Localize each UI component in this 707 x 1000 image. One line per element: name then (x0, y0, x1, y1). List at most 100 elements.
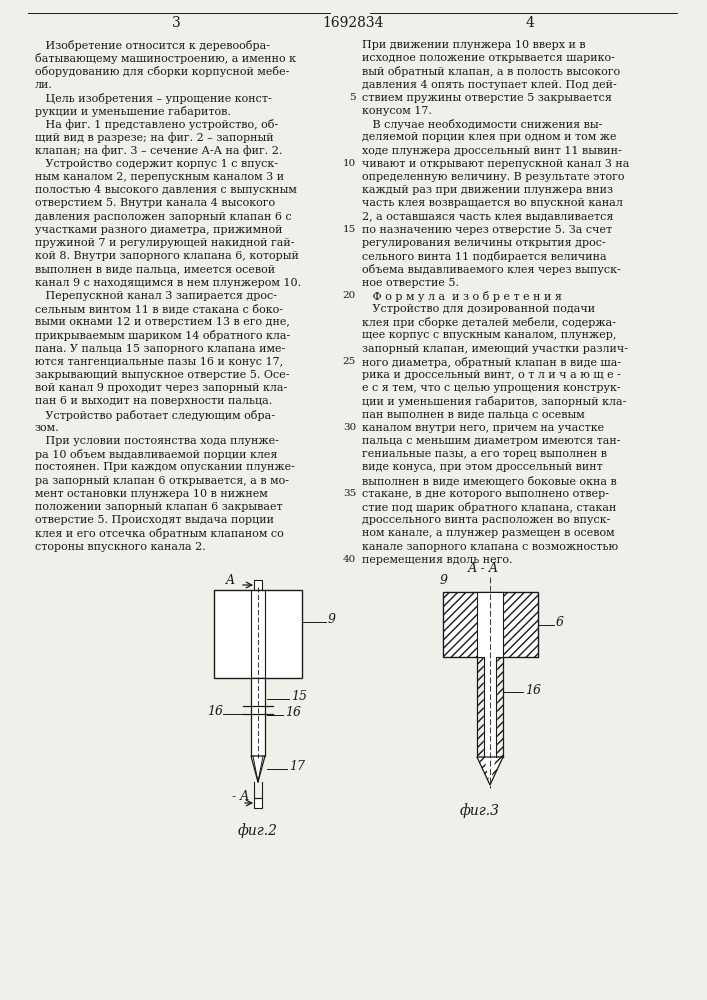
Bar (477, 657, 484, 757)
Text: деляемой порции клея при одном и том же: деляемой порции клея при одном и том же (362, 132, 617, 142)
Text: клея и его отсечка обратным клапаном со: клея и его отсечка обратным клапаном со (35, 528, 284, 539)
Text: прикрываемым шариком 14 обратного кла-: прикрываемым шариком 14 обратного кла- (35, 330, 291, 341)
Text: канал 9 с находящимся в нем плунжером 10.: канал 9 с находящимся в нем плунжером 10… (35, 278, 301, 288)
Text: ствием пружины отверстие 5 закрывается: ствием пружины отверстие 5 закрывается (362, 93, 612, 103)
Text: 9: 9 (328, 613, 336, 626)
Bar (254, 798, 262, 808)
Text: стие под шарик обратного клапана, стакан: стие под шарик обратного клапана, стакан (362, 502, 617, 513)
Text: 2, а оставшаяся часть клея выдавливается: 2, а оставшаяся часть клея выдавливается (362, 212, 614, 222)
Text: отверстие 5. Происходят выдача порции: отверстие 5. Происходят выдача порции (35, 515, 274, 525)
Text: ра 10 объем выдавливаемой порции клея: ра 10 объем выдавливаемой порции клея (35, 449, 277, 460)
Text: сельным винтом 11 в виде стакана с боко-: сельным винтом 11 в виде стакана с боко- (35, 304, 283, 315)
Text: Устройство для дозированной подачи: Устройство для дозированной подачи (362, 304, 595, 314)
Text: При движении плунжера 10 вверх и в: При движении плунжера 10 вверх и в (362, 40, 585, 50)
Text: фиг.3: фиг.3 (460, 803, 500, 818)
Text: пан 6 и выходит на поверхности пальца.: пан 6 и выходит на поверхности пальца. (35, 396, 272, 406)
Bar (254, 580, 262, 590)
Text: мент остановки плунжера 10 в нижнем: мент остановки плунжера 10 в нижнем (35, 489, 268, 499)
Polygon shape (477, 757, 503, 785)
Text: 16: 16 (207, 705, 223, 718)
Text: рукции и уменьшение габаритов.: рукции и уменьшение габаритов. (35, 106, 231, 117)
Text: ции и уменьшения габаритов, запорный кла-: ции и уменьшения габаритов, запорный кла… (362, 396, 626, 407)
Text: выполнен в виде пальца, имеется осевой: выполнен в виде пальца, имеется осевой (35, 264, 275, 274)
Text: рика и дроссельный винт, о т л и ч а ю щ е -: рика и дроссельный винт, о т л и ч а ю щ… (362, 370, 621, 380)
Text: канале запорного клапана с возможностью: канале запорного клапана с возможностью (362, 542, 618, 552)
Text: сельного винта 11 подбирается величина: сельного винта 11 подбирается величина (362, 251, 607, 262)
Text: выми окнами 12 и отверстием 13 в его дне,: выми окнами 12 и отверстием 13 в его дне… (35, 317, 290, 327)
Text: В случае необходимости снижения вы-: В случае необходимости снижения вы- (362, 119, 602, 130)
Text: по назначению через отверстие 5. За счет: по назначению через отверстие 5. За счет (362, 225, 612, 235)
Text: ются тангенциальные пазы 16 и конус 17,: ются тангенциальные пазы 16 и конус 17, (35, 357, 283, 367)
Text: гениальные пазы, а его торец выполнен в: гениальные пазы, а его торец выполнен в (362, 449, 607, 459)
Text: перемещения вдоль него.: перемещения вдоль него. (362, 555, 513, 565)
Text: клея при сборке деталей мебели, содержа-: клея при сборке деталей мебели, содержа- (362, 317, 616, 328)
Text: зом.: зом. (35, 423, 59, 433)
Text: пан выполнен в виде пальца с осевым: пан выполнен в виде пальца с осевым (362, 410, 585, 420)
Text: 40: 40 (343, 555, 356, 564)
Text: 16: 16 (285, 706, 301, 719)
Text: давления 4 опять поступает клей. Под дей-: давления 4 опять поступает клей. Под дей… (362, 80, 617, 90)
Text: 17: 17 (289, 760, 305, 773)
Text: определенную величину. В результате этого: определенную величину. В результате этог… (362, 172, 624, 182)
Bar (477, 592, 503, 657)
Text: Ф о р м у л а  и з о б р е т е н и я: Ф о р м у л а и з о б р е т е н и я (362, 291, 562, 302)
Text: чивают и открывают перепускной канал 3 на: чивают и открывают перепускной канал 3 н… (362, 159, 629, 169)
Text: Устройство работает следующим обра-: Устройство работает следующим обра- (35, 410, 275, 421)
Text: вой канал 9 проходит через запорный кла-: вой канал 9 проходит через запорный кла- (35, 383, 287, 393)
Text: 6: 6 (556, 616, 563, 630)
Text: участками разного диаметра, прижимной: участками разного диаметра, прижимной (35, 225, 283, 235)
Text: кой 8. Внутри запорного клапана 6, который: кой 8. Внутри запорного клапана 6, котор… (35, 251, 299, 261)
Text: 35: 35 (343, 489, 356, 498)
Text: 4: 4 (525, 16, 534, 30)
Text: запорный клапан, имеющий участки различ-: запорный клапан, имеющий участки различ- (362, 344, 628, 354)
Text: - A: - A (232, 790, 250, 803)
Text: При условии постоянства хода плунже-: При условии постоянства хода плунже- (35, 436, 279, 446)
Bar (214, 590, 302, 678)
Text: ра запорный клапан 6 открывается, а в мо-: ра запорный клапан 6 открывается, а в мо… (35, 476, 289, 486)
Bar (251, 678, 265, 756)
Text: е с я тем, что с целью упрощения конструк-: е с я тем, что с целью упрощения констру… (362, 383, 621, 393)
Text: 16: 16 (525, 684, 541, 697)
Text: 9: 9 (440, 574, 448, 587)
Text: Устройство содержит корпус 1 с впуск-: Устройство содержит корпус 1 с впуск- (35, 159, 278, 169)
Text: Цель изобретения – упрощение конст-: Цель изобретения – упрощение конст- (35, 93, 271, 104)
Text: пальца с меньшим диаметром имеются тан-: пальца с меньшим диаметром имеются тан- (362, 436, 621, 446)
Text: щее корпус с впускным каналом, плунжер,: щее корпус с впускным каналом, плунжер, (362, 330, 617, 340)
Text: ли.: ли. (35, 80, 53, 90)
Text: стакане, в дне которого выполнено отвер-: стакане, в дне которого выполнено отвер- (362, 489, 609, 499)
Text: На фиг. 1 представлено устройство, об-: На фиг. 1 представлено устройство, об- (35, 119, 279, 130)
Text: закрывающий выпускное отверстие 5. Осе-: закрывающий выпускное отверстие 5. Осе- (35, 370, 289, 380)
Text: исходное положение открывается шарико-: исходное положение открывается шарико- (362, 53, 615, 63)
Text: пружиной 7 и регулирующей накидной гай-: пружиной 7 и регулирующей накидной гай- (35, 238, 295, 248)
Text: батывающему машиностроению, а именно к: батывающему машиностроению, а именно к (35, 53, 296, 64)
Text: щий вид в разрезе; на фиг. 2 – запорный: щий вид в разрезе; на фиг. 2 – запорный (35, 132, 274, 143)
Text: 15: 15 (291, 690, 307, 703)
Text: ное отверстие 5.: ное отверстие 5. (362, 278, 459, 288)
Text: дроссельного винта расположен во впуск-: дроссельного винта расположен во впуск- (362, 515, 610, 525)
Text: положении запорный клапан 6 закрывает: положении запорный клапан 6 закрывает (35, 502, 283, 512)
Text: 3: 3 (172, 16, 180, 30)
Bar (443, 592, 537, 657)
Text: оборудованию для сборки корпусной мебе-: оборудованию для сборки корпусной мебе- (35, 66, 289, 77)
Text: стороны впускного канала 2.: стороны впускного канала 2. (35, 542, 206, 552)
Text: виде конуса, при этом дроссельный винт: виде конуса, при этом дроссельный винт (362, 462, 603, 472)
Text: постоянен. При каждом опускании плунже-: постоянен. При каждом опускании плунже- (35, 462, 295, 472)
Text: 10: 10 (343, 159, 356, 168)
Text: пана. У пальца 15 запорного клапана име-: пана. У пальца 15 запорного клапана име- (35, 344, 285, 354)
Text: каждый раз при движении плунжера вниз: каждый раз при движении плунжера вниз (362, 185, 613, 195)
Text: 15: 15 (343, 225, 356, 234)
Text: 25: 25 (343, 357, 356, 366)
Text: клапан; на фиг. 3 – сечение А-А на фиг. 2.: клапан; на фиг. 3 – сечение А-А на фиг. … (35, 146, 282, 156)
Text: давления расположен запорный клапан 6 с: давления расположен запорный клапан 6 с (35, 212, 292, 222)
Text: Изобретение относится к деревообра-: Изобретение относится к деревообра- (35, 40, 270, 51)
Text: Перепускной канал 3 запирается дрос-: Перепускной канал 3 запирается дрос- (35, 291, 277, 301)
Text: 30: 30 (343, 423, 356, 432)
Text: вый обратный клапан, а в полость высокого: вый обратный клапан, а в полость высоког… (362, 66, 620, 77)
Text: ным каналом 2, перепускным каналом 3 и: ным каналом 2, перепускным каналом 3 и (35, 172, 284, 182)
Text: 1692834: 1692834 (322, 16, 384, 30)
Text: ходе плунжера дроссельный винт 11 вывин-: ходе плунжера дроссельный винт 11 вывин- (362, 146, 621, 156)
Text: 5: 5 (349, 93, 356, 102)
Text: ного диаметра, обратный клапан в виде ша-: ного диаметра, обратный клапан в виде ша… (362, 357, 621, 368)
Text: полостью 4 высокого давления с выпускным: полостью 4 высокого давления с выпускным (35, 185, 297, 195)
Text: фиг.2: фиг.2 (238, 823, 278, 838)
